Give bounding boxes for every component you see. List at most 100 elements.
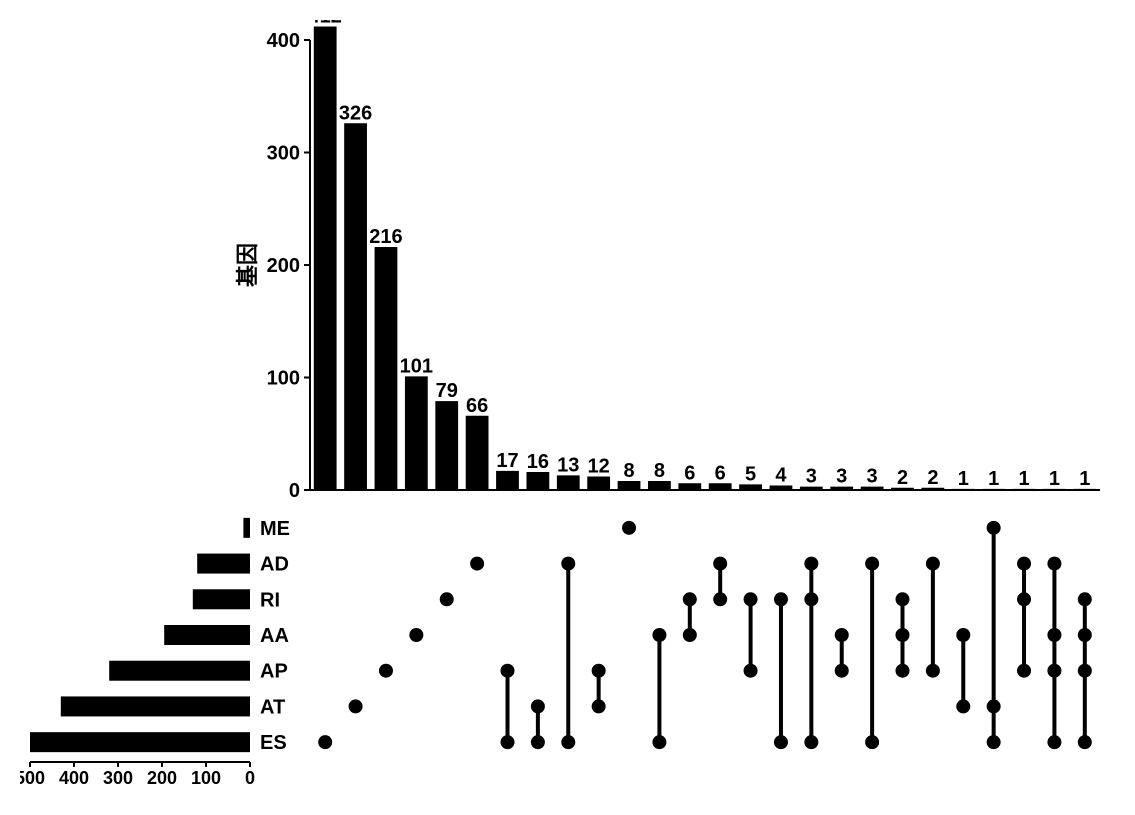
matrix-dot-filled — [409, 628, 423, 642]
set-size-bar — [197, 554, 250, 574]
matrix-dot-filled — [561, 557, 575, 571]
intersection-value: 13 — [557, 454, 579, 476]
matrix-dot-filled — [774, 592, 788, 606]
matrix-dot-filled — [926, 664, 940, 678]
matrix-dot-filled — [1017, 664, 1031, 678]
intersection-bar — [496, 471, 519, 490]
svg-text:300: 300 — [267, 143, 300, 165]
intersection-value: 326 — [339, 102, 372, 124]
intersection-bar — [618, 481, 641, 490]
intersection-value: 1 — [1049, 468, 1060, 490]
matrix-dot-filled — [744, 664, 758, 678]
matrix-dot-filled — [318, 735, 332, 749]
setbar-tick-label: 100 — [191, 768, 221, 788]
intersection-value: 16 — [527, 451, 549, 473]
setbar-tick-label: 0 — [245, 768, 255, 788]
intersection-value: 8 — [623, 460, 634, 482]
intersection-value: 1 — [958, 468, 969, 490]
matrix-dot-filled — [652, 735, 666, 749]
intersection-value: 412 — [309, 20, 342, 28]
matrix-dot-filled — [1047, 735, 1061, 749]
intersection-value: 12 — [588, 456, 610, 478]
set-label: AP — [260, 661, 288, 683]
matrix-dot-filled — [592, 664, 606, 678]
intersection-value: 1 — [988, 468, 999, 490]
svg-text:0: 0 — [289, 480, 300, 502]
intersection-value: 101 — [400, 355, 433, 377]
matrix-dot-filled — [987, 735, 1001, 749]
intersection-bar — [435, 401, 458, 490]
matrix-dot-filled — [713, 592, 727, 606]
intersection-bar — [709, 483, 732, 490]
setbar-tick-label: 400 — [59, 768, 89, 788]
set-label: AA — [260, 625, 289, 647]
svg-text:基因: 基因 — [235, 243, 260, 287]
matrix-dot-filled — [987, 521, 1001, 535]
setbar-tick-label: 500 — [20, 768, 45, 788]
intersection-value: 1 — [1079, 468, 1090, 490]
intersection-bar — [557, 475, 580, 490]
intersection-value: 2 — [897, 467, 908, 489]
intersection-value: 4 — [775, 465, 787, 487]
upset-plot: 0100200300400基因4123262161017966171613128… — [20, 20, 1115, 795]
matrix-dot-filled — [683, 628, 697, 642]
set-size-bar — [164, 625, 250, 645]
intersection-value: 3 — [867, 466, 878, 488]
svg-text:100: 100 — [267, 368, 300, 390]
setbar-tick-label: 300 — [103, 768, 133, 788]
matrix-dot-filled — [531, 699, 545, 713]
matrix-dot-filled — [774, 735, 788, 749]
matrix-dot-filled — [1078, 628, 1092, 642]
matrix-dot-filled — [1078, 664, 1092, 678]
intersection-value: 3 — [806, 466, 817, 488]
matrix-dot-filled — [804, 557, 818, 571]
setbar-tick-label: 200 — [147, 768, 177, 788]
intersection-bar — [405, 376, 428, 490]
matrix-dot-filled — [561, 735, 575, 749]
set-size-bar — [109, 661, 250, 681]
intersection-value: 2 — [927, 467, 938, 489]
intersection-bar — [526, 472, 549, 490]
svg-text:400: 400 — [267, 30, 300, 52]
intersection-value: 1 — [1018, 468, 1029, 490]
upset-svg: 0100200300400基因4123262161017966171613128… — [20, 20, 1115, 795]
set-label: AT — [260, 696, 285, 718]
set-label: RI — [260, 589, 280, 611]
intersection-bar — [314, 27, 337, 491]
matrix-dot-filled — [956, 628, 970, 642]
set-size-bar — [193, 589, 250, 609]
matrix-dot-filled — [987, 699, 1001, 713]
intersection-bar — [344, 123, 367, 490]
matrix-dot-filled — [1047, 557, 1061, 571]
matrix-dot-filled — [835, 664, 849, 678]
matrix-dot-filled — [1047, 628, 1061, 642]
matrix-dot-filled — [622, 521, 636, 535]
intersection-value: 6 — [715, 462, 726, 484]
intersection-value: 6 — [684, 462, 695, 484]
set-label: AD — [260, 554, 289, 576]
intersection-bar — [678, 483, 701, 490]
matrix-dot-filled — [1078, 735, 1092, 749]
matrix-dot-filled — [804, 735, 818, 749]
matrix-dot-filled — [865, 557, 879, 571]
intersection-value: 216 — [369, 226, 402, 248]
matrix-dot-filled — [501, 735, 515, 749]
intersection-value: 79 — [436, 380, 458, 402]
intersection-value: 5 — [745, 463, 756, 485]
matrix-dot-filled — [1017, 557, 1031, 571]
matrix-dot-filled — [349, 699, 363, 713]
matrix-dot-filled — [683, 592, 697, 606]
matrix-dot-filled — [1017, 592, 1031, 606]
matrix-dot-filled — [652, 628, 666, 642]
set-size-bar — [243, 518, 250, 538]
set-size-bar — [61, 696, 250, 716]
svg-text:200: 200 — [267, 255, 300, 277]
matrix-dot-filled — [804, 592, 818, 606]
matrix-dot-filled — [531, 735, 545, 749]
intersection-value: 66 — [466, 395, 488, 417]
intersection-value: 3 — [836, 466, 847, 488]
matrix-dot-filled — [744, 592, 758, 606]
matrix-dot-filled — [592, 699, 606, 713]
intersection-value: 17 — [496, 450, 518, 472]
matrix-dot-filled — [956, 699, 970, 713]
